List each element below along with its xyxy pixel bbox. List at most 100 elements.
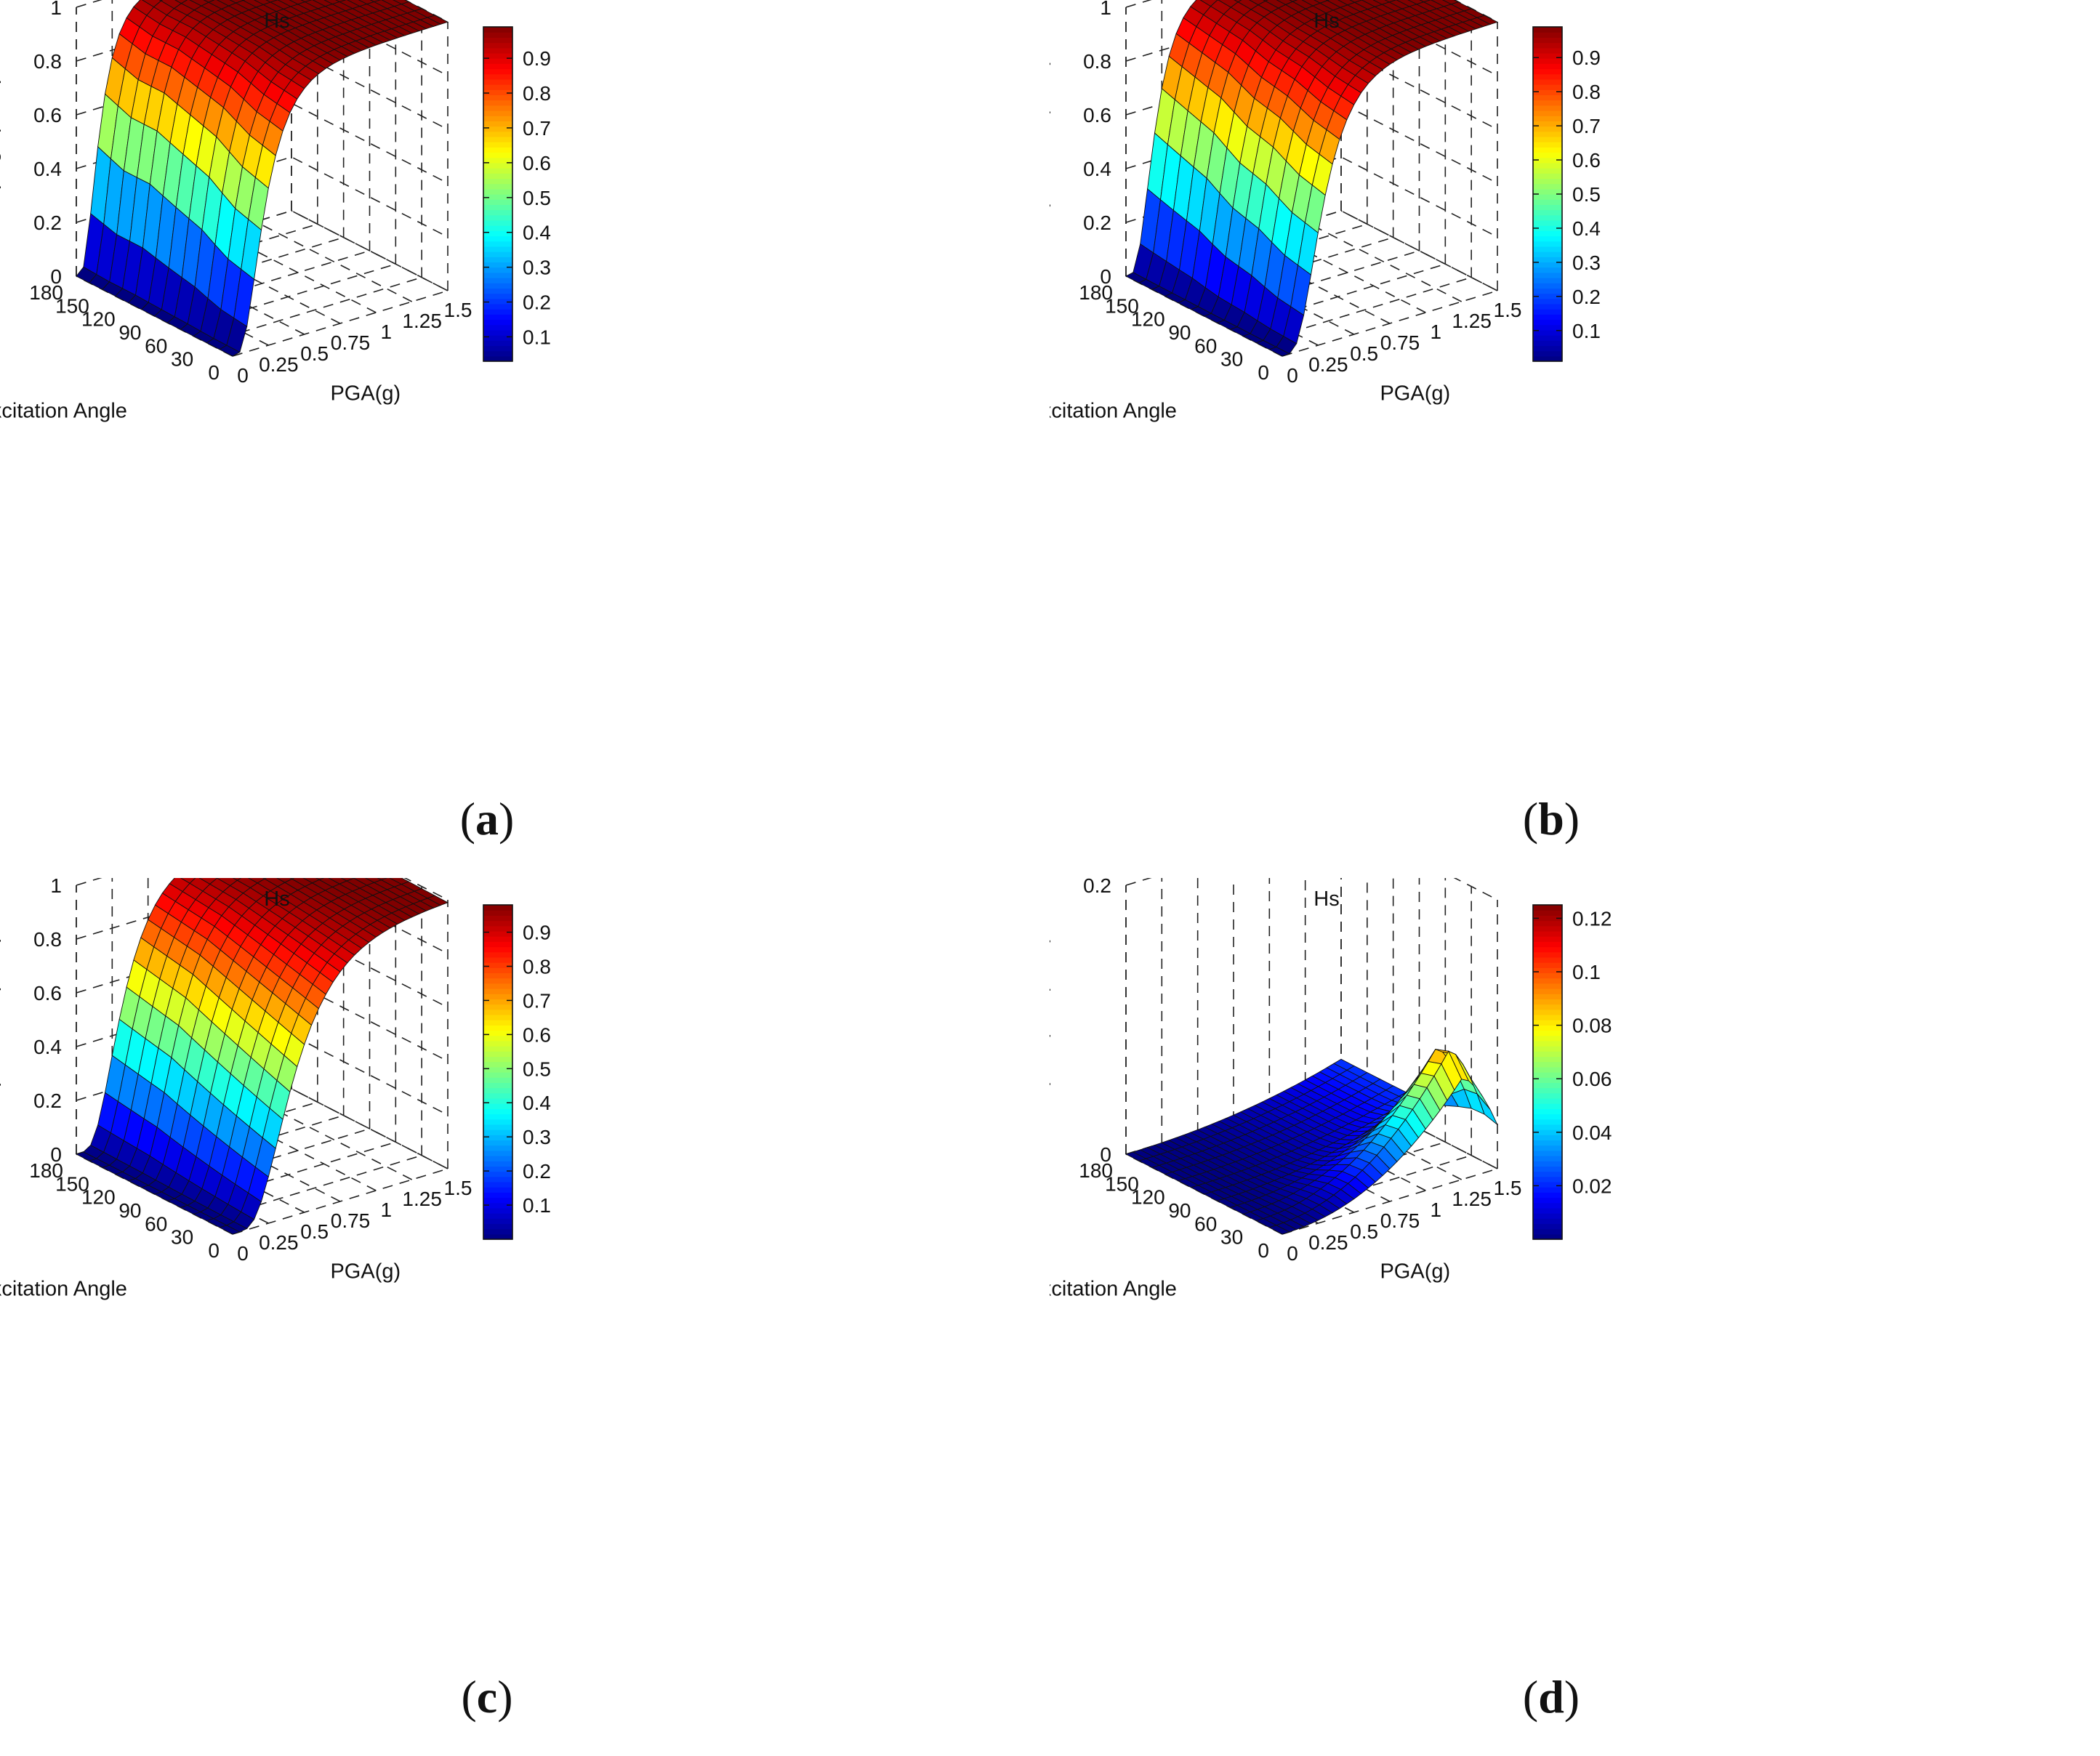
colorbar-band xyxy=(483,100,512,106)
colorbar-band xyxy=(483,1140,512,1146)
subplot-b: 0 0.25 0.5 0.75 1 1.25 1.5 0 30 60 90 120 150 180 0 0.2… xyxy=(1050,0,2099,878)
colorbar-tick-label: 0.5 xyxy=(523,1058,551,1080)
y-axis-label: Excitation Angle xyxy=(0,1278,127,1301)
colorbar-band xyxy=(1533,194,1562,200)
colorbar-band xyxy=(483,42,512,49)
colorbar-band xyxy=(1533,936,1562,942)
colorbar-band xyxy=(1533,915,1562,922)
colorbar-band xyxy=(483,983,512,989)
colorbar-band xyxy=(1533,355,1562,362)
colorbar-band xyxy=(1533,58,1562,64)
colorbar-band xyxy=(1533,157,1562,164)
colorbar-band xyxy=(1533,288,1562,294)
z-tick-label: 0.6 xyxy=(33,104,62,126)
colorbar-band xyxy=(483,910,512,916)
colorbar-band xyxy=(1533,1161,1562,1167)
colorbar-band xyxy=(483,350,512,357)
colorbar-band xyxy=(1533,110,1562,116)
colorbar-band xyxy=(1533,988,1562,994)
colorbar-tick-label: 0.4 xyxy=(523,222,551,244)
colorbar-band xyxy=(1533,978,1562,984)
colorbar-band xyxy=(483,1228,512,1235)
z-tick-label: 0.2 xyxy=(33,1090,62,1112)
colorbar-band xyxy=(1533,1218,1562,1225)
colorbar-band xyxy=(1533,340,1562,347)
x-tick-label: 1 xyxy=(1431,1199,1442,1221)
colorbar-band xyxy=(1533,262,1562,268)
colorbar-band xyxy=(483,32,512,38)
colorbar-band xyxy=(1533,309,1562,315)
surface-facet xyxy=(1234,0,1242,3)
colorbar-band xyxy=(1533,1030,1562,1036)
colorbar-band xyxy=(1533,272,1562,278)
colorbar-tick-label: 0.06 xyxy=(1572,1068,1612,1090)
colorbar-band xyxy=(483,962,512,968)
colorbar-band xyxy=(1533,84,1562,90)
x-tick-label: 1.5 xyxy=(444,1177,472,1199)
colorbar-band xyxy=(483,1171,512,1177)
x-tick-label: 1 xyxy=(1431,321,1442,343)
colorbar-band xyxy=(483,994,512,999)
colorbar-band xyxy=(483,89,512,96)
colorbar-band xyxy=(1533,204,1562,211)
colorbar-band xyxy=(483,68,512,75)
colorbar-band xyxy=(1533,1145,1562,1151)
colorbar-band xyxy=(483,1150,512,1156)
x-tick-label: 1 xyxy=(381,1199,393,1221)
x-tick-label: 1.25 xyxy=(1452,1188,1492,1210)
colorbar-band xyxy=(483,951,512,958)
y-tick-label: 30 xyxy=(171,1226,193,1249)
z-tick-label: 0.2 xyxy=(1083,212,1111,234)
colorbar-band xyxy=(483,1207,512,1214)
x-tick-label: 0.5 xyxy=(300,342,329,365)
tick-labels: 0 0.25 0.5 0.75 1 1.25 1.5030609012015018000.2… xyxy=(1079,0,1521,387)
y-tick-label: 30 xyxy=(1220,348,1243,371)
surface-facet xyxy=(1476,15,1499,25)
colorbar-band xyxy=(483,58,512,64)
colorbar-band xyxy=(1533,37,1562,44)
colorbar-band xyxy=(483,1030,512,1036)
surface-facet xyxy=(232,878,242,881)
colorbar-band xyxy=(483,209,512,216)
colorbar-band xyxy=(1533,225,1562,231)
colorbar-band xyxy=(1533,1077,1562,1083)
colorbar-band xyxy=(483,94,512,101)
colorbar-band xyxy=(483,941,512,948)
colorbar-band xyxy=(483,324,512,331)
colorbar-band xyxy=(483,194,512,200)
colorbar-band xyxy=(483,246,512,252)
y-tick-label: 180 xyxy=(29,281,63,304)
subplot-c: 0 0.25 0.5 0.75 1 1.25 1.5 0 30 60 90 120 150 180 0 0.2… xyxy=(0,878,1050,1756)
colorbar-band xyxy=(483,1020,512,1026)
colorbar-band xyxy=(1533,1135,1562,1141)
colorbar-tick-label: 0.3 xyxy=(1572,251,1601,274)
colorbar-band xyxy=(483,1161,512,1167)
colorbar-band xyxy=(483,1166,512,1172)
y-axis-label: Excitation Angle xyxy=(1050,400,1177,423)
x-tick-label: 0 xyxy=(237,364,249,387)
colorbar-band xyxy=(1533,1020,1562,1026)
colorbar-band xyxy=(1533,241,1562,247)
colorbar-band xyxy=(1533,905,1562,911)
colorbar-tick-label: 0.1 xyxy=(523,326,551,348)
y-tick-label: 60 xyxy=(145,1212,167,1235)
x-tick-label: 0.5 xyxy=(300,1220,329,1243)
colorbar-band xyxy=(1533,314,1562,321)
colorbar-band xyxy=(1533,1066,1562,1073)
surface-plot-a: 0 0.25 0.5 0.75 1 1.25 1.5030609012015018000.2… xyxy=(0,0,551,423)
colorbar-band xyxy=(1533,116,1562,121)
colorbar-band xyxy=(483,131,512,137)
z-axis-label: P(Complete|PGA) xyxy=(1050,935,1051,1104)
colorbar-band xyxy=(1533,251,1562,257)
colorbar-band xyxy=(1533,1197,1562,1204)
colorbar-tick-label: 0.7 xyxy=(1572,115,1601,137)
colorbar-band xyxy=(1533,345,1562,352)
z-tick-label: 0.2 xyxy=(1083,878,1111,897)
colorbar-band xyxy=(483,1056,512,1063)
colorbar-band xyxy=(483,288,512,294)
y-tick-label: 60 xyxy=(1194,1212,1217,1235)
colorbar-band xyxy=(1533,1098,1562,1104)
z-axis-label: P(Slight|PGA) xyxy=(0,76,1,207)
colorbar-band xyxy=(1533,278,1562,283)
colorbar-band xyxy=(1533,1103,1562,1109)
